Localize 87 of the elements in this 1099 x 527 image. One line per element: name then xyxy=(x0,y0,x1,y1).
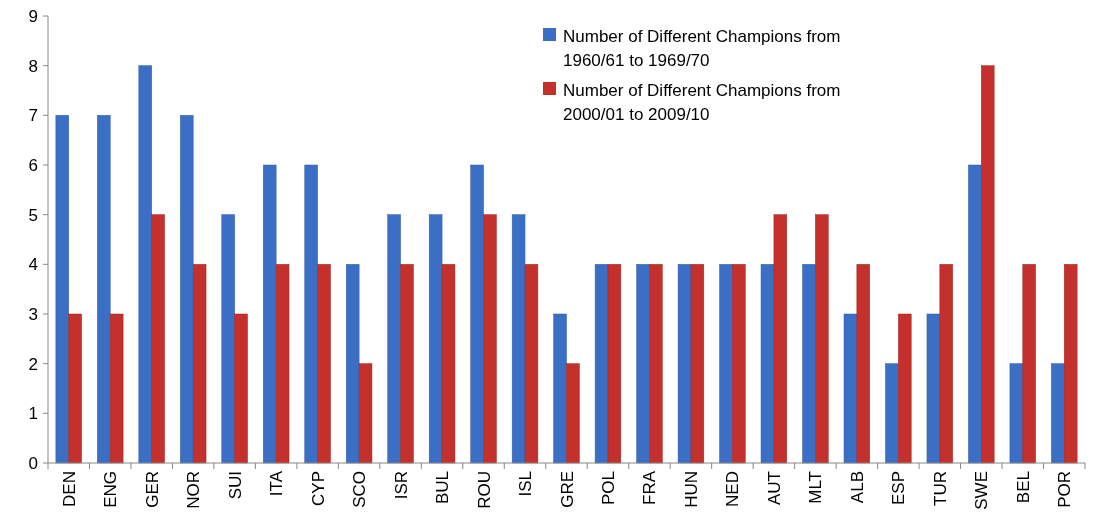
bar xyxy=(553,313,567,464)
bar xyxy=(358,363,373,464)
legend-label: Number of Different Champions from 2000/01 to 2009/10 xyxy=(563,80,841,124)
x-tick-label: NOR xyxy=(184,471,204,509)
x-tick-label: ROU xyxy=(474,471,494,509)
bar xyxy=(594,264,609,464)
bar xyxy=(192,264,207,464)
x-tick-label: MLT xyxy=(806,471,826,504)
x-tick-label: HUN xyxy=(681,471,701,508)
bar xyxy=(68,313,82,464)
bar xyxy=(109,313,124,464)
bar xyxy=(317,264,331,464)
y-tick-label: 9 xyxy=(28,6,38,26)
bar xyxy=(843,313,858,464)
legend-label: Number of Different Champions from 1960/61 to 1969/70 xyxy=(563,26,841,70)
bar xyxy=(441,264,456,464)
bar xyxy=(815,214,829,464)
bar xyxy=(138,65,152,464)
x-tick-label: ITA xyxy=(267,470,287,497)
y-tick-label: 7 xyxy=(28,106,38,126)
bar xyxy=(234,313,248,464)
bar xyxy=(180,115,194,464)
x-tick-label: POR xyxy=(1055,471,1075,508)
bar xyxy=(400,264,414,464)
x-tick-label: SUI xyxy=(225,471,245,500)
bar xyxy=(677,264,692,464)
x-tick-label: GER xyxy=(142,471,162,508)
bar xyxy=(428,214,443,464)
x-tick-label: ALB xyxy=(847,471,867,504)
bar xyxy=(387,214,401,464)
bar xyxy=(649,264,663,464)
bar xyxy=(926,313,941,464)
x-tick-label: ESP xyxy=(889,471,909,506)
bar xyxy=(483,214,497,464)
x-tick-label: ISL xyxy=(516,471,536,497)
bar xyxy=(690,264,705,464)
y-tick-label: 4 xyxy=(28,255,38,275)
bar xyxy=(968,164,982,464)
x-tick-label: DEN xyxy=(59,471,79,507)
bar xyxy=(1064,264,1078,464)
y-tick-label: 8 xyxy=(28,56,38,76)
x-tick-label: NED xyxy=(723,471,743,507)
bar xyxy=(263,164,277,464)
x-tick-label: ENG xyxy=(101,471,121,508)
bar xyxy=(524,264,539,464)
bar xyxy=(345,264,360,464)
x-tick-label: SCO xyxy=(350,471,370,508)
bar xyxy=(1022,264,1036,464)
x-tick-label: CYP xyxy=(308,471,328,506)
y-tick-label: 0 xyxy=(28,453,38,473)
bar xyxy=(856,264,870,464)
x-tick-label: GRE xyxy=(557,471,577,508)
bar xyxy=(511,214,526,464)
bar xyxy=(802,264,816,464)
x-tick-label: TUR xyxy=(930,471,950,506)
x-tick-label: FRA xyxy=(640,470,660,505)
bar xyxy=(151,214,165,464)
bar xyxy=(607,264,622,464)
bar xyxy=(773,214,788,464)
x-tick-label: BUL xyxy=(433,471,453,505)
bar xyxy=(885,363,899,464)
y-tick-label: 6 xyxy=(28,155,38,175)
bar xyxy=(566,363,580,464)
x-tick-label: BEL xyxy=(1013,471,1033,504)
bar xyxy=(304,164,318,464)
y-tick-label: 2 xyxy=(28,354,38,374)
x-tick-label: POL xyxy=(598,471,618,506)
y-tick-label: 5 xyxy=(28,205,38,225)
bar xyxy=(898,313,912,464)
y-tick-label: 3 xyxy=(28,304,38,324)
bar xyxy=(981,65,995,464)
bar xyxy=(719,264,733,464)
bar xyxy=(275,264,290,464)
bar xyxy=(221,214,235,464)
bar xyxy=(1051,363,1065,464)
bar xyxy=(760,264,775,464)
x-tick-label: SWE xyxy=(972,471,992,510)
x-tick-label: AUT xyxy=(764,471,784,505)
y-tick-label: 1 xyxy=(28,404,38,424)
bar xyxy=(97,115,111,464)
bar xyxy=(732,264,746,464)
bar xyxy=(55,115,69,464)
bar xyxy=(470,164,484,464)
bar xyxy=(1009,363,1024,464)
bar xyxy=(939,264,953,464)
bar xyxy=(636,264,650,464)
x-tick-label: ISR xyxy=(391,471,411,500)
